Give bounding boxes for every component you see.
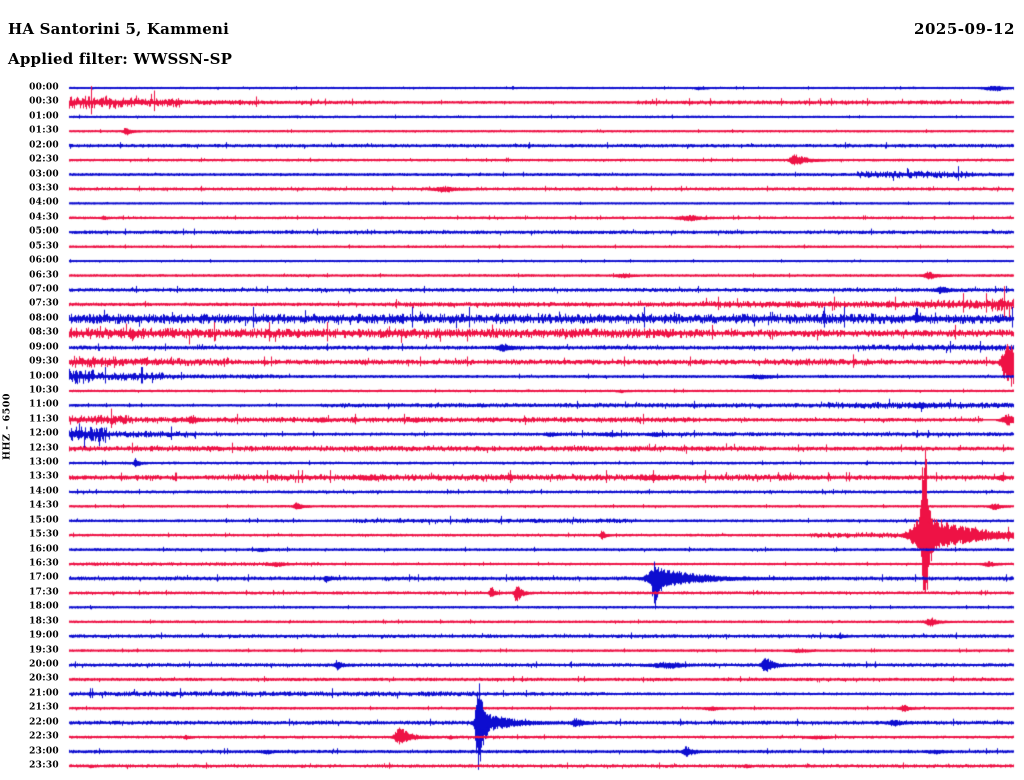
time-label: 20:00 xyxy=(29,659,59,670)
time-label: 21:00 xyxy=(29,688,59,699)
time-label: 22:00 xyxy=(29,717,59,728)
time-label: 05:30 xyxy=(29,241,59,252)
time-label: 23:00 xyxy=(29,746,59,757)
time-label: 07:30 xyxy=(29,299,59,310)
time-label: 15:30 xyxy=(29,529,59,540)
time-label: 19:00 xyxy=(29,630,59,641)
time-label: 12:00 xyxy=(29,428,59,439)
time-labels-column: 00:00 00:30 01:00 01:30 02:00 02:30 03:00 03:30… xyxy=(0,0,61,780)
time-label: 01:30 xyxy=(29,125,59,136)
time-label: 21:30 xyxy=(29,702,59,713)
time-label: 11:00 xyxy=(29,400,59,411)
station-title: HA Santorini 5, Kammeni xyxy=(8,20,229,38)
time-label: 04:00 xyxy=(29,198,59,209)
time-label: 10:00 xyxy=(29,371,59,382)
time-label: 08:00 xyxy=(29,313,59,324)
time-label: 04:30 xyxy=(29,212,59,223)
time-label: 14:00 xyxy=(29,486,59,497)
time-label: 02:00 xyxy=(29,140,59,151)
time-label: 08:30 xyxy=(29,327,59,338)
time-label: 12:30 xyxy=(29,443,59,454)
time-label: 13:00 xyxy=(29,457,59,468)
time-label: 17:30 xyxy=(29,587,59,598)
time-label: 06:00 xyxy=(29,255,59,266)
time-label: 03:00 xyxy=(29,169,59,180)
time-label: 18:00 xyxy=(29,602,59,613)
time-label: 15:00 xyxy=(29,515,59,526)
time-label: 20:30 xyxy=(29,674,59,685)
time-label: 00:30 xyxy=(29,97,59,108)
time-label: 13:30 xyxy=(29,472,59,483)
time-label: 17:00 xyxy=(29,573,59,584)
time-label: 05:00 xyxy=(29,226,59,237)
time-label: 18:30 xyxy=(29,616,59,627)
time-label: 07:00 xyxy=(29,284,59,295)
time-label: 16:30 xyxy=(29,558,59,569)
time-label: 10:30 xyxy=(29,385,59,396)
time-label: 16:00 xyxy=(29,544,59,555)
time-label: 19:30 xyxy=(29,645,59,656)
time-label: 11:30 xyxy=(29,414,59,425)
time-label: 09:30 xyxy=(29,356,59,367)
date-label: 2025-09-12 xyxy=(914,20,1015,38)
time-label: 03:30 xyxy=(29,183,59,194)
time-label: 14:30 xyxy=(29,501,59,512)
time-label: 22:30 xyxy=(29,731,59,742)
time-label: 01:00 xyxy=(29,111,59,122)
time-label: 02:30 xyxy=(29,154,59,165)
time-label: 00:00 xyxy=(29,82,59,93)
applied-filter-label: Applied filter: WWSSN-SP xyxy=(8,50,233,68)
time-label: 09:00 xyxy=(29,342,59,353)
time-label: 06:30 xyxy=(29,270,59,281)
time-label: 23:30 xyxy=(29,760,59,771)
